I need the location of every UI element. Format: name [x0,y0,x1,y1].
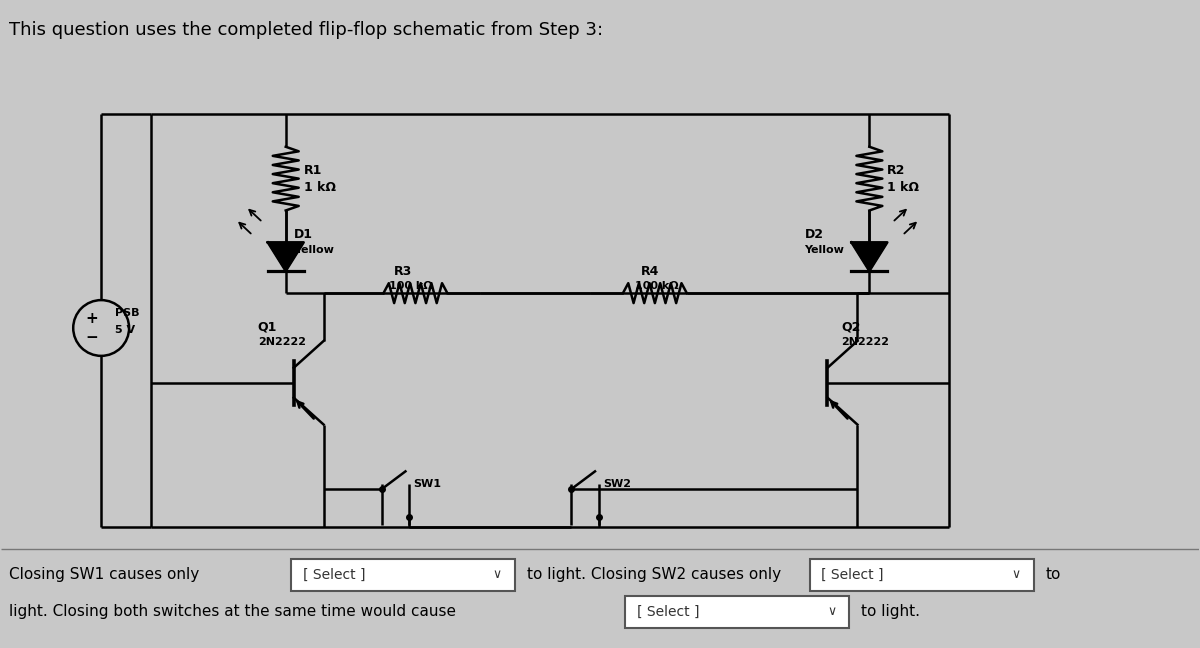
FancyBboxPatch shape [290,559,515,591]
Text: to: to [1046,568,1061,583]
Text: D1: D1 [294,228,313,241]
Text: 1 kΩ: 1 kΩ [304,181,336,194]
Text: Yellow: Yellow [294,246,334,255]
Text: −: − [86,330,98,345]
Text: +: + [86,310,98,325]
Text: ∨: ∨ [1012,568,1020,581]
Text: 2N2222: 2N2222 [841,337,889,347]
Text: [ Select ]: [ Select ] [302,568,365,582]
Text: 5 V: 5 V [115,325,136,335]
Text: to light. Closing SW2 causes only: to light. Closing SW2 causes only [527,568,786,583]
Text: Closing SW1 causes only: Closing SW1 causes only [10,568,204,583]
Text: SW1: SW1 [414,480,442,489]
Text: 100 kΩ: 100 kΩ [389,281,432,291]
FancyBboxPatch shape [625,596,850,628]
Text: Q2: Q2 [841,321,860,334]
Text: This question uses the completed flip-flop schematic from Step 3:: This question uses the completed flip-fl… [10,21,604,40]
FancyBboxPatch shape [810,559,1034,591]
Text: light. Closing both switches at the same time would cause: light. Closing both switches at the same… [10,605,461,619]
Text: D2: D2 [804,228,823,241]
Text: PSB: PSB [115,308,139,318]
Text: 1 kΩ: 1 kΩ [887,181,919,194]
Text: [ Select ]: [ Select ] [637,605,700,619]
Text: R4: R4 [641,265,659,278]
Text: R1: R1 [304,164,322,177]
Text: R2: R2 [887,164,906,177]
Text: to light.: to light. [862,605,920,619]
Polygon shape [268,242,304,271]
Polygon shape [852,242,887,271]
Text: 2N2222: 2N2222 [258,337,306,347]
Text: ∨: ∨ [493,568,502,581]
Text: ∨: ∨ [827,605,836,618]
Text: Q1: Q1 [258,321,277,334]
Text: SW2: SW2 [602,480,631,489]
Text: [ Select ]: [ Select ] [822,568,884,582]
Text: R3: R3 [395,265,413,278]
Text: Yellow: Yellow [804,246,845,255]
Text: 100 kΩ: 100 kΩ [635,281,679,291]
